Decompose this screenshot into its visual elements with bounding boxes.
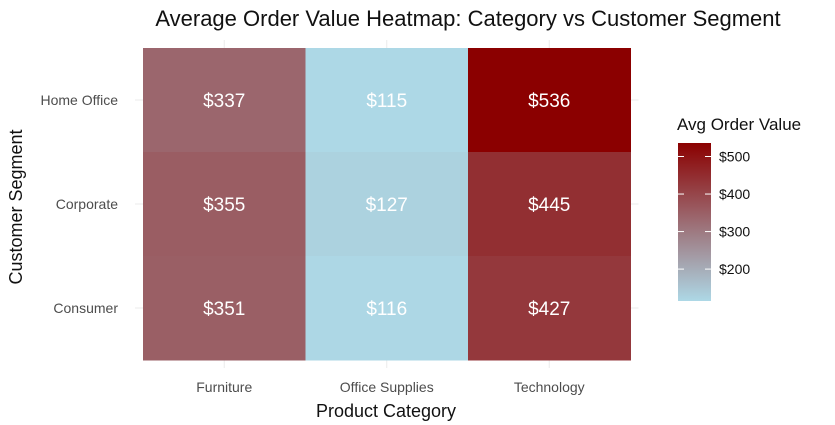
cell-value-label: $127 [366, 195, 408, 216]
heatmap-cell [305, 48, 469, 153]
heatmap-cell [143, 48, 306, 153]
legend-tick-label: $200 [719, 261, 750, 277]
legend-tick-label: $500 [719, 149, 750, 165]
y-axis-title: Customer Segment [6, 129, 26, 284]
heatmap-cells [143, 48, 631, 361]
legend-tick-label: $300 [719, 224, 750, 240]
cell-value-label: $116 [366, 299, 407, 320]
heatmap-cell [468, 152, 631, 257]
y-axis-ticks: Home Office Corporate Consumer [40, 92, 118, 316]
cell-value-label: $337 [203, 91, 245, 112]
color-legend: Avg Order Value $200 $300 $400 $500 [677, 115, 801, 301]
cell-value-label: $115 [366, 91, 407, 112]
heatmap-cell [143, 256, 306, 361]
legend-tick-label: $400 [719, 186, 750, 202]
cell-value-label: $355 [203, 195, 245, 216]
heatmap-cell-labels: $337 $115 $536 $355 $127 $445 $351 $116 $427 [203, 91, 570, 320]
cell-value-label: $351 [203, 299, 245, 320]
heatmap-cell [143, 152, 306, 257]
legend-color-bar [678, 143, 711, 301]
x-tick-label: Furniture [196, 379, 252, 395]
x-axis-ticks: Furniture Office Supplies Technology [196, 379, 584, 395]
heatmap-cell [468, 48, 631, 153]
cell-value-label: $427 [528, 299, 570, 320]
heatmap-cell [305, 256, 469, 361]
x-tick-label: Office Supplies [340, 379, 434, 395]
chart-title: Average Order Value Heatmap: Category vs… [155, 6, 780, 31]
legend-title: Avg Order Value [677, 115, 801, 134]
y-tick-label: Home Office [40, 92, 118, 108]
y-tick-label: Consumer [53, 300, 118, 316]
legend-ticks: $200 $300 $400 $500 [678, 149, 750, 277]
cell-value-label: $445 [528, 195, 570, 216]
heatmap-cell [305, 152, 469, 257]
heatmap-cell [468, 256, 631, 361]
x-tick-label: Technology [514, 379, 585, 395]
y-tick-label: Corporate [56, 196, 118, 212]
x-axis-title: Product Category [316, 401, 456, 421]
cell-value-label: $536 [528, 91, 570, 112]
